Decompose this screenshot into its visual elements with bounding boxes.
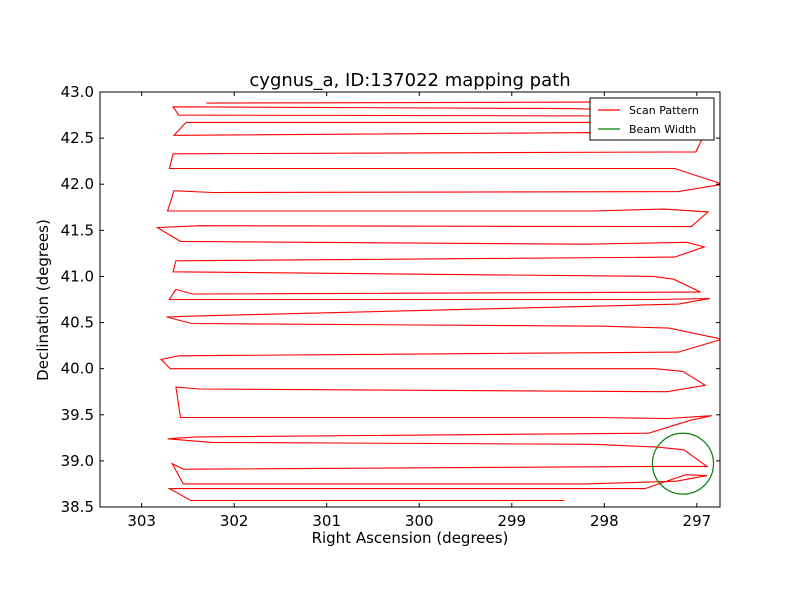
x-tick-label: 300 xyxy=(405,512,434,530)
y-tick-label: 41.5 xyxy=(61,221,94,239)
x-tick-label: 303 xyxy=(127,512,156,530)
x-tick-label: 298 xyxy=(590,512,619,530)
legend: Scan Pattern Beam Width xyxy=(589,97,715,141)
y-axis-title: Declination (degrees) xyxy=(34,219,52,381)
scan-pattern-line xyxy=(155,101,720,502)
y-tick-label: 42.5 xyxy=(61,129,94,147)
y-tick-label: 42.0 xyxy=(61,175,94,193)
legend-box xyxy=(589,97,715,141)
y-tick-label: 40.5 xyxy=(61,314,94,332)
x-tick-label: 299 xyxy=(497,512,526,530)
y-tick-label: 38.5 xyxy=(61,498,94,516)
plot-area: 303 302 301 300 299 298 297 38.5 39.0 39.5 40.0 40.… xyxy=(61,83,721,530)
chart-title: cygnus_a, ID:137022 mapping path xyxy=(249,70,570,91)
legend-label: Beam Width xyxy=(629,123,696,136)
x-tick-label: 302 xyxy=(220,512,249,530)
x-tick-label: 301 xyxy=(312,512,341,530)
legend-label: Scan Pattern xyxy=(629,104,699,117)
y-tick-label: 39.5 xyxy=(61,406,94,424)
y-tick-label: 41.0 xyxy=(61,267,94,285)
y-tick-label: 43.0 xyxy=(61,83,94,101)
x-axis-title: Right Ascension (degrees) xyxy=(312,529,509,547)
series-group xyxy=(155,101,720,502)
y-tick-label: 39.0 xyxy=(61,452,94,470)
x-tick-label: 297 xyxy=(683,512,712,530)
beam-width-circle xyxy=(651,432,715,495)
y-tick-label: 40.0 xyxy=(61,360,94,378)
plot-frame xyxy=(99,91,721,508)
